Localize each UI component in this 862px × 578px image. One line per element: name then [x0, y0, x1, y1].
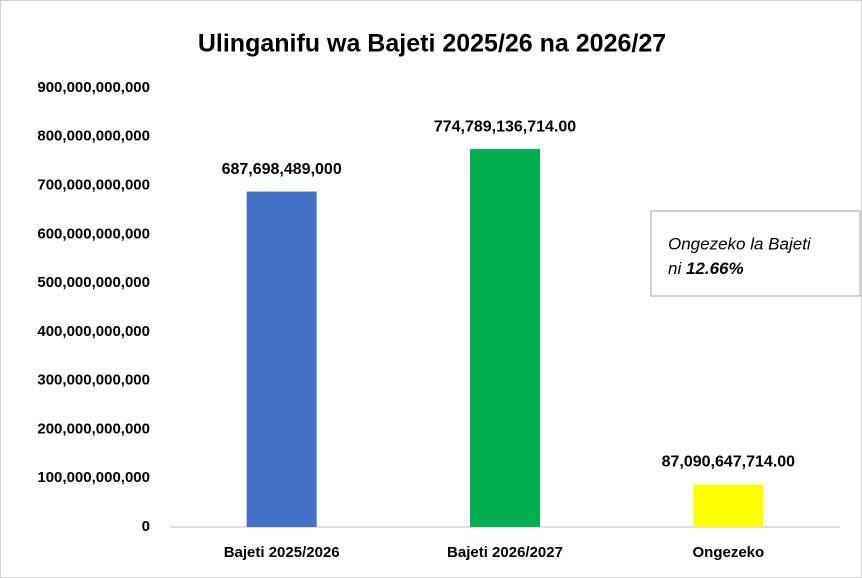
bar	[470, 149, 540, 527]
y-tick-label: 100,000,000,000	[37, 469, 150, 486]
chart-title: Ulinganifu wa Bajeti 2025/26 na 2026/27	[198, 30, 666, 58]
y-tick-label: 700,000,000,000	[37, 177, 150, 194]
data-label: 87,090,647,714.00	[662, 454, 796, 471]
bar	[246, 191, 317, 527]
annotation-prefix: ni	[668, 259, 682, 278]
x-tick-label: Bajeti 2025/2026	[224, 544, 340, 561]
y-tick-label: 800,000,000,000	[37, 128, 150, 145]
y-tick-label: 400,000,000,000	[37, 323, 150, 340]
data-label: 774,789,136,714.00	[434, 118, 576, 135]
y-tick-label: 0	[142, 518, 150, 535]
y-tick-label: 600,000,000,000	[37, 225, 150, 242]
x-tick-label: Ongezeko	[692, 544, 764, 561]
y-tick-label: 900,000,000,000	[37, 79, 150, 96]
annotation-text: Ongezeko la Bajeti	[668, 234, 812, 253]
annotation-box	[650, 210, 861, 297]
y-tick-label: 500,000,000,000	[37, 274, 150, 291]
y-tick-label: 300,000,000,000	[37, 372, 150, 389]
x-tick-label: Bajeti 2026/2027	[447, 544, 563, 561]
annotation-text: ni 12.66%	[668, 259, 744, 278]
y-tick-label: 200,000,000,000	[37, 420, 150, 437]
annotation-highlight: 12.66%	[686, 259, 744, 278]
bar	[693, 484, 764, 527]
data-label: 687,698,489,000	[222, 161, 342, 178]
